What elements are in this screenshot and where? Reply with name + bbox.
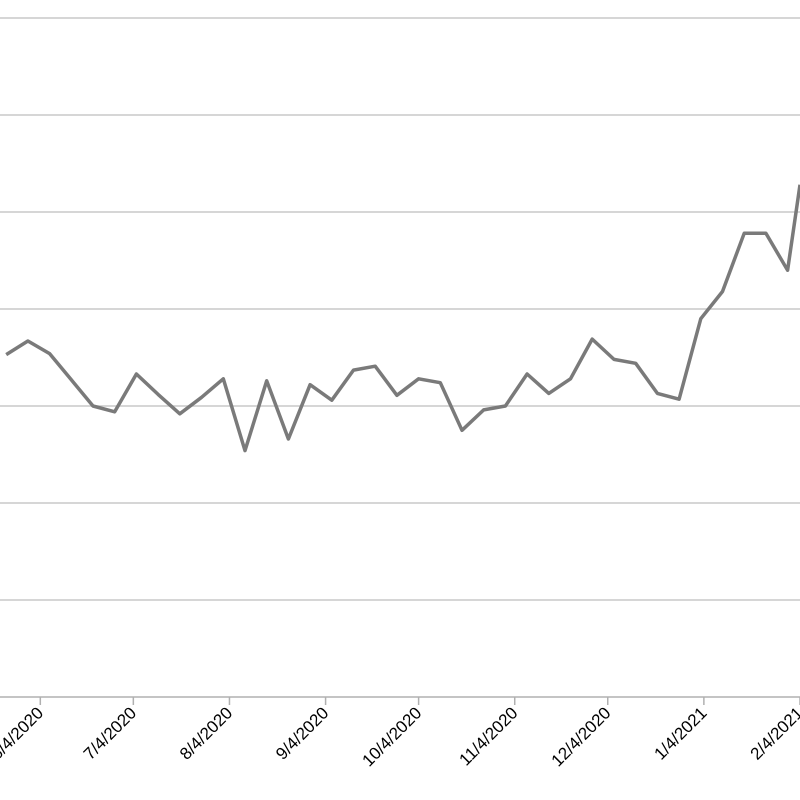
x-tick-label: 9/4/2020 <box>272 703 332 763</box>
x-tick-label: 7/4/2020 <box>80 703 140 763</box>
x-tick-label: 12/4/2020 <box>548 703 615 770</box>
x-tick-label: 10/4/2020 <box>359 703 426 770</box>
x-tick-label: 2/4/2021 <box>747 703 800 763</box>
x-tick-label: 8/4/2020 <box>176 703 236 763</box>
x-tick-label: 6/4/2020 <box>0 703 47 763</box>
x-tick-label: 1/4/2021 <box>650 703 710 763</box>
line-series <box>5 184 800 453</box>
x-tick-label: 11/4/2020 <box>456 703 522 769</box>
